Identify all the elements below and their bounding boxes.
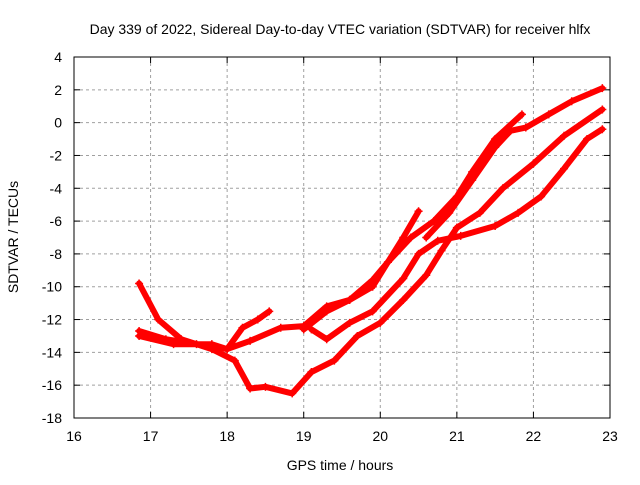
y-tick-label: 0 (54, 115, 62, 131)
data-point-marker (307, 368, 316, 377)
data-point-marker (253, 315, 262, 324)
data-point-marker (414, 207, 423, 216)
data-point-marker (353, 331, 362, 340)
data-point-marker (567, 97, 576, 106)
data-point-marker (491, 135, 500, 144)
y-tick-label: 4 (54, 49, 62, 65)
data-point-marker (491, 143, 500, 152)
data-point-marker (583, 135, 592, 144)
x-tick-label: 23 (602, 428, 618, 444)
data-point-marker (437, 246, 446, 255)
data-point-marker (475, 208, 484, 217)
data-point-marker (246, 384, 255, 393)
chart-title: Day 339 of 2022, Sidereal Day-to-day VTE… (90, 21, 591, 37)
data-point-marker (433, 236, 442, 245)
data-point-marker (468, 176, 477, 185)
data-point-marker (456, 231, 465, 240)
data-point-marker (598, 125, 607, 134)
data-point-marker (491, 222, 500, 231)
data-point-marker (322, 307, 331, 316)
data-point-marker (598, 105, 607, 114)
data-point-marker (517, 110, 526, 119)
data-point-marker (598, 84, 607, 93)
data-point-marker (422, 233, 431, 242)
y-tick-label: -6 (50, 213, 63, 229)
data-point-marker (322, 335, 331, 344)
data-point-marker (445, 208, 454, 217)
data-point-marker (230, 356, 239, 365)
y-tick-label: -2 (50, 147, 63, 163)
y-tick-label: -14 (42, 344, 62, 360)
data-point-marker (330, 356, 339, 365)
data-point-marker (529, 159, 538, 168)
plot-frame (73, 56, 611, 419)
y-axis-label: SDTVAR / TECUs (5, 181, 21, 293)
data-point-marker (406, 233, 415, 242)
y-tick-label: 2 (54, 82, 62, 98)
x-tick-label: 17 (143, 428, 159, 444)
data-point-marker (498, 184, 507, 193)
x-tick-label: 16 (66, 428, 82, 444)
data-point-marker (135, 331, 144, 340)
grid (74, 57, 610, 418)
ticks: 16 17 18 19 20 21 22 23420-2-4-6-8-10-12-14-16-… (42, 49, 618, 444)
x-tick-label: 19 (296, 428, 312, 444)
x-tick-label: 18 (219, 428, 235, 444)
y-tick-label: -10 (42, 279, 62, 295)
data-point-marker (169, 340, 178, 349)
x-tick-label: 21 (449, 428, 465, 444)
data-point-marker (154, 315, 163, 324)
data-point-marker (223, 345, 232, 354)
data-point-marker (383, 258, 392, 267)
data-point-marker (276, 323, 285, 332)
data-point-marker (560, 131, 569, 140)
y-tick-label: -18 (42, 410, 62, 426)
x-tick-label: 22 (526, 428, 542, 444)
data-point-marker (261, 382, 270, 391)
data-point-marker (238, 323, 247, 332)
data-point-marker (399, 295, 408, 304)
data-point-marker (399, 274, 408, 283)
data-point-marker (177, 335, 186, 344)
data-point-marker (506, 126, 515, 135)
data-point-marker (345, 295, 354, 304)
y-tick-label: -16 (42, 377, 62, 393)
data-point-marker (299, 325, 308, 334)
y-tick-label: -4 (50, 180, 63, 196)
data-point-marker (521, 123, 530, 132)
series-line-trace-4 (308, 126, 606, 343)
data-point-marker (345, 318, 354, 327)
data-point-marker (514, 208, 523, 217)
data-point-marker (560, 164, 569, 173)
series-group (135, 84, 607, 398)
y-tick-label: -12 (42, 312, 62, 328)
y-tick-label: -8 (50, 246, 63, 262)
data-point-marker (246, 336, 255, 345)
data-point-marker (265, 307, 274, 316)
data-point-marker (207, 345, 216, 354)
data-point-marker (399, 233, 408, 242)
series-line-trace-3 (136, 106, 606, 397)
x-axis-label: GPS time / hours (287, 457, 394, 473)
data-point-marker (135, 279, 144, 288)
data-point-marker (368, 307, 377, 316)
data-point-marker (429, 217, 438, 226)
data-point-marker (544, 110, 553, 119)
data-point-marker (422, 271, 431, 280)
data-point-marker (537, 192, 546, 201)
data-point-marker (414, 249, 423, 258)
data-point-marker (452, 223, 461, 232)
data-point-marker (288, 389, 297, 398)
data-point-marker (376, 318, 385, 327)
data-point-marker (368, 282, 377, 291)
x-tick-label: 20 (372, 428, 388, 444)
